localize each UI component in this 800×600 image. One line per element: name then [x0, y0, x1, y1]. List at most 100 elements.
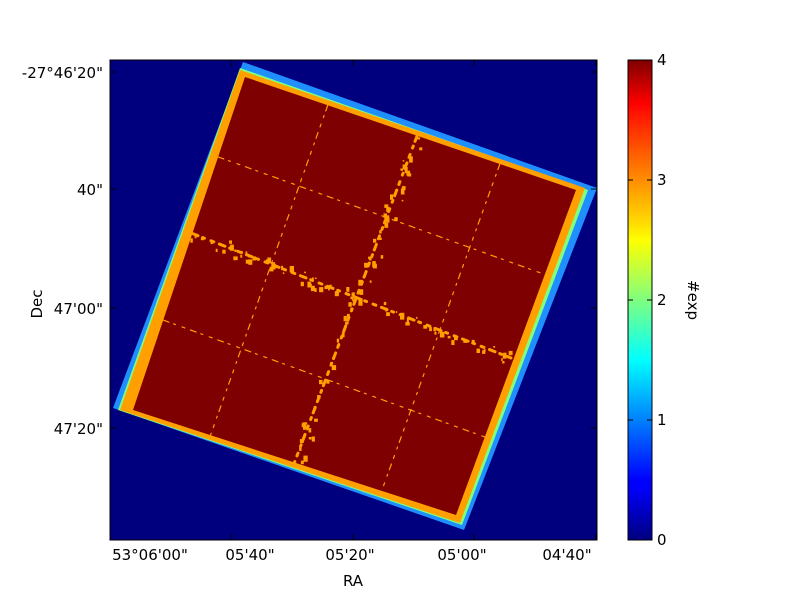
y-tick-marks — [110, 71, 597, 429]
gap-speckle — [215, 248, 218, 252]
gap-speckle — [319, 287, 324, 293]
gap-speckle — [369, 280, 372, 283]
gap-speckle — [433, 327, 436, 332]
gap-speckle — [305, 426, 308, 430]
gap-speckle — [401, 186, 406, 191]
gap-speckle — [314, 288, 317, 292]
gap-speckle — [334, 291, 339, 297]
gap-speckle — [328, 288, 330, 291]
colorbar-tick-label: 4 — [657, 51, 667, 69]
gap-speckle — [300, 460, 304, 465]
chip-gap — [190, 232, 516, 361]
colorbar-tick-label: 0 — [657, 531, 667, 549]
gap-speckles — [190, 137, 513, 466]
gap-speckle — [394, 217, 398, 222]
gap-speckle — [282, 272, 285, 274]
gap-speckle — [229, 240, 232, 244]
gap-speckle — [359, 289, 364, 295]
y-tick-label: 40" — [77, 181, 103, 199]
colorbar-tick-label: 1 — [657, 411, 667, 429]
heatmap-plot — [110, 60, 597, 540]
gap-speckle — [317, 395, 321, 399]
colorbar-tick-label: 2 — [657, 291, 667, 309]
gap-speckle — [241, 251, 243, 254]
gap-speckle — [347, 313, 350, 318]
colorbar-tick-label: 3 — [657, 171, 667, 189]
gap-speckle — [419, 147, 423, 151]
gap-speckle — [272, 263, 276, 270]
gap-speckle — [383, 213, 387, 218]
gap-speckle — [383, 301, 387, 306]
gap-speckle — [409, 156, 413, 163]
gap-speckle — [447, 335, 451, 339]
gap-speckle — [230, 244, 234, 251]
gap-speckle — [299, 439, 304, 443]
gap-speckle — [210, 241, 213, 245]
chip-gap — [217, 156, 546, 276]
gap-speckle — [379, 230, 382, 234]
gap-speckle — [370, 256, 373, 259]
gap-speckle — [369, 256, 372, 261]
gap-speckle — [331, 365, 337, 371]
gap-speckle — [303, 455, 308, 462]
colorbar-label: #exp — [684, 280, 702, 320]
gap-speckle — [252, 256, 256, 261]
gap-speckle — [401, 199, 404, 202]
gap-speckle — [451, 340, 455, 345]
gap-speckle — [506, 355, 508, 358]
gap-speckle — [345, 321, 349, 325]
gap-speckle — [309, 283, 312, 287]
gap-speckle — [390, 194, 394, 200]
x-axis-label: RA — [343, 572, 364, 590]
gap-speckle — [454, 336, 458, 341]
gap-speckle — [493, 346, 496, 348]
gap-speckle — [308, 437, 312, 440]
gap-speckle — [265, 259, 269, 264]
gap-speckle — [416, 317, 418, 319]
gap-speckle — [358, 279, 363, 286]
chip-gaps-level-3 — [162, 104, 546, 492]
gap-speckle — [351, 292, 355, 297]
gap-speckle — [385, 217, 390, 223]
gap-speckle — [417, 137, 421, 140]
gap-speckle — [299, 447, 302, 451]
gap-speckle — [313, 406, 317, 410]
gap-speckle — [308, 428, 312, 433]
gap-speckle — [194, 235, 197, 239]
gap-speckle — [248, 256, 251, 258]
gap-speckle — [358, 298, 363, 306]
gap-speckle — [329, 284, 332, 288]
gap-speckle — [324, 285, 328, 289]
gap-speckle — [395, 311, 398, 313]
gap-speckle — [311, 436, 315, 442]
gap-speckle — [314, 418, 318, 422]
gap-speckle — [289, 266, 294, 273]
gap-speckle — [379, 237, 382, 240]
gap-speckle — [508, 350, 513, 356]
gap-speckle — [350, 307, 352, 310]
gap-speckle — [311, 277, 314, 280]
gap-speckle — [304, 271, 306, 274]
gap-speckle — [483, 349, 486, 352]
gap-speckle — [248, 259, 253, 265]
gap-speckle — [304, 422, 308, 425]
gap-speckle — [200, 237, 204, 241]
gap-speckle — [405, 322, 410, 326]
gap-speckle — [269, 266, 274, 272]
gap-speckle — [300, 281, 304, 287]
gap-speckle — [341, 332, 345, 338]
gap-speckle — [476, 348, 480, 353]
gap-speckle — [384, 222, 389, 228]
gap-speckle — [434, 331, 437, 335]
gap-speckle — [348, 302, 352, 307]
gap-speckle — [398, 183, 401, 186]
gap-speckle — [346, 287, 350, 292]
gap-speckle — [310, 285, 315, 292]
gap-speckle — [400, 312, 405, 320]
gap-speckle — [343, 316, 347, 322]
gap-speckle — [502, 361, 505, 364]
gap-speckle — [386, 206, 390, 212]
gap-speckle — [400, 188, 405, 195]
gap-speckle — [222, 249, 226, 254]
